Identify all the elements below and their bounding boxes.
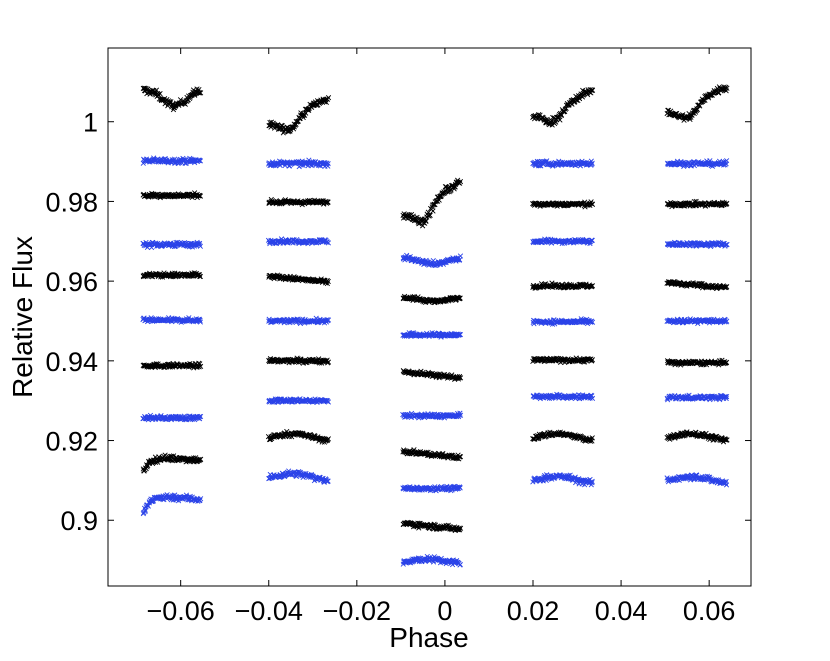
data-point xyxy=(197,317,203,323)
data-point xyxy=(157,91,163,97)
data-point xyxy=(324,160,330,166)
data-point xyxy=(197,90,203,96)
data-point xyxy=(266,316,272,322)
light-curve-blue xyxy=(265,157,331,170)
data-point xyxy=(325,278,331,285)
light-curve-black xyxy=(266,196,331,208)
data-point xyxy=(197,158,204,164)
data-point xyxy=(197,193,203,199)
light-curve-blue xyxy=(140,155,204,167)
data-point xyxy=(197,319,204,325)
data-point xyxy=(325,359,332,365)
data-point xyxy=(197,243,204,249)
light-curve-black xyxy=(266,95,332,136)
data-point xyxy=(142,508,148,515)
light-curve-blue xyxy=(140,492,204,517)
data-point xyxy=(145,503,151,509)
plot-area-frame xyxy=(107,47,752,587)
light-curve-blue xyxy=(265,236,331,247)
data-point xyxy=(325,161,331,167)
light-curve-black xyxy=(265,428,331,445)
light-curve-blue xyxy=(140,239,204,251)
axis-ticks xyxy=(108,48,751,586)
light-curve-black xyxy=(140,360,204,371)
data-point xyxy=(196,456,202,463)
data-point xyxy=(277,126,283,132)
light-curve-blue xyxy=(140,412,204,423)
light-curve-black xyxy=(140,452,204,474)
data-point xyxy=(301,276,307,282)
data-point xyxy=(198,90,204,96)
light-curve-blue xyxy=(664,239,730,250)
data-point xyxy=(197,273,203,280)
data-point xyxy=(198,496,204,502)
data-point xyxy=(284,275,290,281)
light-curve-black xyxy=(140,270,203,280)
phase-group xyxy=(265,95,332,485)
data-point xyxy=(183,492,190,498)
data-point xyxy=(197,497,203,503)
data-point xyxy=(325,240,331,246)
light-curve-blue xyxy=(140,315,204,325)
data-point xyxy=(144,464,150,470)
data-point xyxy=(325,95,332,101)
light-curve-blue xyxy=(266,315,332,327)
phase-group xyxy=(140,85,204,517)
data-point xyxy=(198,363,204,370)
light-curve-black xyxy=(266,272,331,287)
light-curve-black xyxy=(266,355,332,366)
data-point xyxy=(325,399,332,405)
data-point xyxy=(325,317,332,323)
data-point xyxy=(277,239,284,245)
light-curve-blue xyxy=(266,396,332,405)
data-point xyxy=(196,414,203,420)
light-curve-black xyxy=(140,190,203,201)
data-points xyxy=(140,84,730,568)
data-point xyxy=(325,199,331,205)
data-point xyxy=(184,191,190,197)
light-curve-black xyxy=(140,85,204,113)
data-point xyxy=(198,456,204,462)
data-point xyxy=(197,413,204,420)
